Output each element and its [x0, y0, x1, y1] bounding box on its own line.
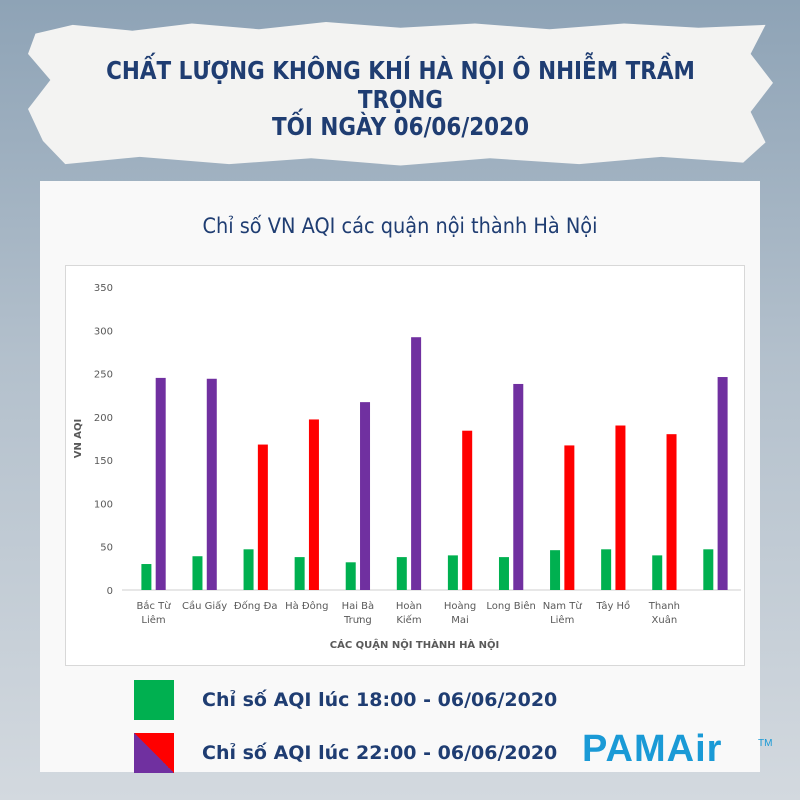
trademark-mark: TM: [758, 738, 773, 749]
chart-title: Chỉ số VN AQI các quận nội thành Hà Nội: [202, 214, 598, 238]
x-tick-label: Bắc Từ Liêm: [136, 599, 171, 626]
legend-item-18h: Chỉ số AQI lúc 18:00 - 06/06/2020: [134, 679, 557, 721]
y-tick-label: 100: [94, 499, 113, 510]
aqi-bar-chart: 0 50 100 150 200 250 300 350 VN AQI Bắc Từ Liêm Cầu…: [73, 283, 741, 651]
bar-22h: [666, 434, 677, 590]
x-tick-label: Hà Đông: [285, 600, 328, 612]
bar-18h: [447, 555, 458, 590]
bar-22h: [360, 402, 371, 590]
x-tick-label: Long Biên: [486, 600, 536, 612]
y-tick-label: 250: [94, 370, 113, 381]
x-tick-label: Hai Bà Trưng: [342, 600, 375, 626]
legend-label-22h: Chỉ số AQI lúc 22:00 - 06/06/2020: [202, 742, 558, 764]
bar-18h: [345, 562, 356, 590]
bar-18h: [192, 556, 203, 590]
legend-item-22h: Chỉ số AQI lúc 22:00 - 06/06/2020: [134, 732, 557, 774]
x-tick-label: Đống Đa: [234, 600, 278, 612]
bar-18h: [396, 557, 407, 590]
y-tick-label: 150: [94, 456, 113, 467]
y-axis-label: VN AQI: [73, 419, 84, 459]
x-tick-label: Tây Hồ: [595, 600, 630, 612]
pamair-logo: PAMAir: [582, 728, 722, 771]
y-tick-label: 0: [107, 586, 113, 597]
bar-18h: [294, 557, 305, 590]
bar-18h: [141, 564, 152, 590]
bar-22h: [411, 337, 422, 590]
bar-22h: [615, 425, 626, 590]
bar-18h: [652, 555, 663, 590]
bar-22h: [155, 377, 166, 590]
x-tick-label: Nam Từ Liêm: [543, 600, 583, 626]
logo-air-text: Air: [666, 728, 723, 770]
x-tick-label: Hoàn Kiếm: [396, 600, 422, 626]
y-tick-label: 200: [94, 413, 113, 424]
logo-pam-text: PAM: [582, 728, 667, 770]
bar-22h: [513, 383, 524, 590]
legend-label-18h: Chỉ số AQI lúc 18:00 - 06/06/2020: [202, 689, 558, 711]
headline-line-1: CHẤT LƯỢNG KHÔNG KHÍ HÀ NỘI Ô NHIỄM TRẦM…: [106, 56, 695, 114]
y-tick-label: 350: [94, 283, 113, 294]
bar-18h: [703, 549, 714, 590]
bar-18h: [601, 549, 612, 590]
bar-22h: [462, 430, 473, 590]
title-banner: [28, 22, 773, 166]
bar-22h: [564, 445, 575, 590]
headline-line-2: TỐI NGÀY 06/06/2020: [271, 112, 530, 141]
y-tick-label: 300: [94, 326, 113, 337]
bar-18h: [498, 557, 509, 590]
bar-18h: [550, 550, 561, 590]
bar-22h: [308, 419, 319, 590]
bar-22h: [206, 378, 217, 590]
x-tick-label: Hoàng Mai: [444, 600, 476, 626]
bar-22h: [717, 377, 728, 590]
x-tick-label: Cầu Giấy: [182, 600, 227, 612]
x-axis-label: CÁC QUẬN NỘI THÀNH HÀ NỘI: [330, 638, 500, 651]
bar-18h: [243, 549, 254, 590]
x-tick-label: Thanh Xuân: [648, 601, 680, 626]
y-tick-label: 50: [100, 543, 113, 554]
legend-swatch-red-purple: [134, 733, 174, 773]
chart-area: 0 50 100 150 200 250 300 350 VN AQI Bắc Từ Liêm Cầu…: [65, 265, 745, 666]
bar-22h: [257, 444, 268, 590]
legend-swatch-green: [134, 680, 174, 720]
